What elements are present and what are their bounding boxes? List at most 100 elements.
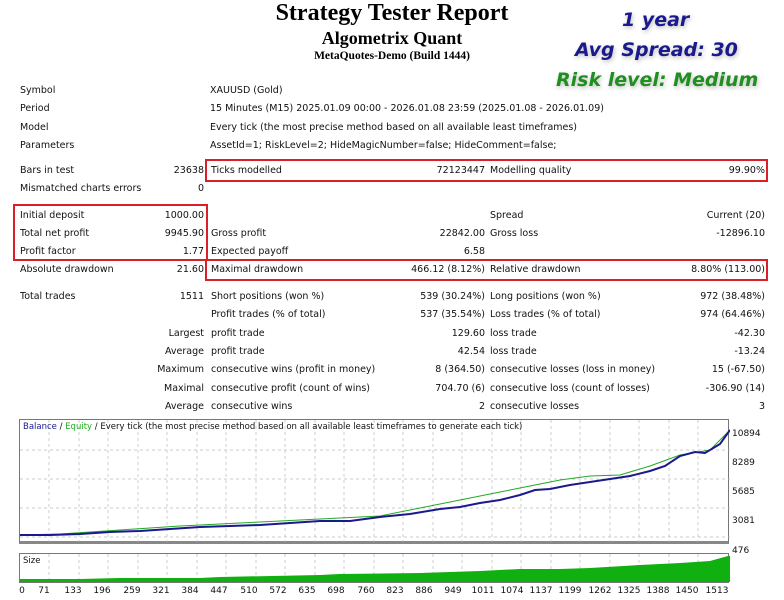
average-consec-label: Average xyxy=(164,401,204,412)
average-label: Average xyxy=(164,346,204,357)
profit-factor-label: Profit factor xyxy=(20,246,76,257)
report-title: Strategy Tester Report xyxy=(275,0,509,26)
balance-chart-svg xyxy=(20,420,730,542)
maximal-consec-profit-value: 704.70 (6) xyxy=(435,383,485,394)
overlay-duration: 1 year xyxy=(622,9,690,31)
mismatch-value: 0 xyxy=(197,183,204,194)
x-tick: 886 xyxy=(415,586,433,596)
overlay-risk: Risk level: Medium xyxy=(556,69,759,91)
abs-drawdown-label: Absolute drawdown xyxy=(20,264,114,275)
legend-separator: / xyxy=(56,422,66,432)
x-tick: 949 xyxy=(444,586,462,596)
ticks-value: 72123447 xyxy=(436,165,485,176)
largest-label: Largest xyxy=(168,328,204,339)
largest-profit-value: 129.60 xyxy=(451,328,485,339)
x-tick: 384 xyxy=(181,586,199,596)
x-tick: 823 xyxy=(386,586,404,596)
x-tick: 510 xyxy=(240,586,258,596)
ticks-label: Ticks modelled xyxy=(211,165,282,176)
x-tick: 1137 xyxy=(529,586,553,596)
x-tick: 1513 xyxy=(705,586,729,596)
net-profit-label: Total net profit xyxy=(20,228,90,239)
long-positions-value: 972 (38.48%) xyxy=(700,291,765,302)
legend-model: / Every tick (the most precise method ba… xyxy=(92,422,523,432)
max-consec-losses-value: 15 (-67.50) xyxy=(711,364,765,375)
max-consec-wins-value: 8 (364.50) xyxy=(435,364,485,375)
balance-chart: Balance / Equity / Every tick (the most … xyxy=(19,419,730,544)
short-positions-value: 539 (30.24%) xyxy=(420,291,485,302)
rel-drawdown-label: Relative drawdown xyxy=(490,264,581,275)
x-tick: 1450 xyxy=(675,586,699,596)
y-tick-476: 476 xyxy=(732,546,750,556)
y-tick-10894: 10894 xyxy=(732,429,761,439)
profit-trades-value: 537 (35.54%) xyxy=(420,309,485,320)
parameters-value: AssetId=1; RiskLevel=2; HideMagicNumber=… xyxy=(210,140,557,151)
avg-consec-wins-label: consecutive wins xyxy=(211,401,293,412)
max-consec-wins-label: consecutive wins (profit in money) xyxy=(211,364,376,375)
max-consec-losses-label: consecutive losses (loss in money) xyxy=(490,364,656,375)
max-drawdown-label: Maximal drawdown xyxy=(211,264,304,275)
highlight-ticks-quality xyxy=(205,159,768,182)
expected-payoff-value: 6.58 xyxy=(463,246,485,257)
equity-line xyxy=(20,431,729,536)
model-value: Every tick (the most precise method base… xyxy=(210,122,578,133)
overlay-spread: Avg Spread: 30 xyxy=(575,39,738,61)
model-label: Model xyxy=(20,122,49,133)
x-tick: 196 xyxy=(93,586,111,596)
parameters-label: Parameters xyxy=(20,140,75,151)
long-positions-label: Long positions (won %) xyxy=(490,291,601,302)
x-tick: 321 xyxy=(152,586,170,596)
mismatch-label: Mismatched charts errors xyxy=(20,183,142,194)
profit-trades-label: Profit trades (% of total) xyxy=(211,309,326,320)
x-tick: 0 xyxy=(19,586,25,596)
largest-loss-value: -42.30 xyxy=(734,328,765,339)
maximum-label: Maximum xyxy=(157,364,204,375)
balance-line xyxy=(20,429,730,536)
spread-label: Spread xyxy=(490,210,524,221)
chart-legend: Balance / Equity / Every tick (the most … xyxy=(23,422,522,432)
deposit-label: Initial deposit xyxy=(20,210,85,221)
x-tick: 71 xyxy=(38,586,50,596)
average-profit-value: 42.54 xyxy=(457,346,485,357)
server-build: MetaQuotes-Demo (Build 1444) xyxy=(314,50,470,62)
legend-equity: Equity xyxy=(65,422,93,432)
expert-name: Algometrix Quant xyxy=(321,28,463,48)
y-tick-5685: 5685 xyxy=(732,487,755,497)
maximal-label: Maximal xyxy=(164,383,204,394)
short-positions-label: Short positions (won %) xyxy=(211,291,325,302)
symbol-value: XAUUSD (Gold) xyxy=(210,85,283,96)
x-tick: 1074 xyxy=(500,586,524,596)
deposit-value: 1000.00 xyxy=(164,210,204,221)
x-tick: 1011 xyxy=(471,586,495,596)
expected-payoff-label: Expected payoff xyxy=(211,246,289,257)
size-chart: Size xyxy=(19,553,730,583)
bars-label: Bars in test xyxy=(20,165,75,176)
x-tick: 1388 xyxy=(646,586,670,596)
gross-profit-value: 22842.00 xyxy=(439,228,485,239)
x-tick: 572 xyxy=(269,586,287,596)
avg-consec-wins-value: 2 xyxy=(478,401,485,412)
profit-factor-value: 1.77 xyxy=(182,246,204,257)
maximal-consec-profit-label: consecutive profit (count of wins) xyxy=(211,383,371,394)
gross-loss-label: Gross loss xyxy=(490,228,539,239)
size-label: Size xyxy=(23,556,41,566)
maximal-consec-loss-value: -306.90 (14) xyxy=(705,383,765,394)
x-tick: 133 xyxy=(64,586,82,596)
x-tick: 447 xyxy=(210,586,228,596)
maximal-consec-loss-label: consecutive loss (count of losses) xyxy=(490,383,650,394)
average-loss-label: loss trade xyxy=(490,346,537,357)
x-tick: 698 xyxy=(327,586,345,596)
x-tick: 760 xyxy=(357,586,375,596)
average-loss-value: -13.24 xyxy=(734,346,765,357)
largest-loss-label: loss trade xyxy=(490,328,537,339)
max-drawdown-value: 466.12 (8.12%) xyxy=(411,264,485,275)
bars-value: 23638 xyxy=(173,165,204,176)
total-trades-value: 1511 xyxy=(179,291,204,302)
gross-loss-value: -12896.10 xyxy=(716,228,765,239)
total-trades-label: Total trades xyxy=(20,291,76,302)
legend-balance: Balance xyxy=(23,422,57,432)
spread-value: Current (20) xyxy=(706,210,765,221)
x-tick: 635 xyxy=(298,586,316,596)
average-profit-label: profit trade xyxy=(211,346,265,357)
y-tick-8289: 8289 xyxy=(732,458,755,468)
